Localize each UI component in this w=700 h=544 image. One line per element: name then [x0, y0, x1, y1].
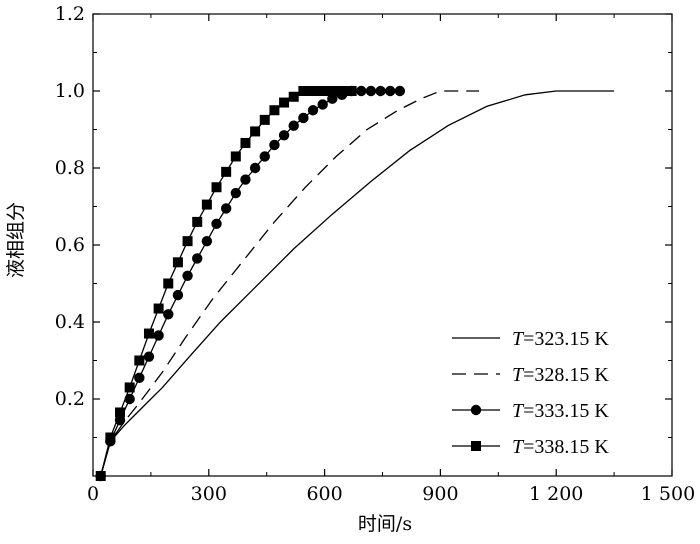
- data-point: [124, 393, 135, 405]
- data-point: [95, 471, 106, 481]
- legend-item: T=328.15 K: [452, 364, 609, 386]
- data-point: [279, 97, 290, 108]
- legend-item: T=323.15 K: [452, 328, 609, 350]
- data-point: [269, 105, 280, 116]
- data-point: [134, 372, 145, 384]
- data-point: [375, 85, 386, 97]
- series-line: [100, 90, 400, 477]
- data-point: [153, 330, 164, 341]
- series-line: [100, 90, 479, 477]
- data-point: [327, 93, 338, 104]
- legend-label: T=338.15 K: [512, 436, 609, 458]
- x-tick-label: 600: [306, 483, 342, 505]
- data-point: [269, 139, 280, 151]
- data-point: [192, 253, 203, 264]
- series-4: [95, 86, 357, 481]
- legend-label: T=323.15 K: [512, 328, 609, 350]
- data-point: [385, 85, 396, 97]
- data-point: [230, 187, 242, 199]
- data-point: [317, 86, 328, 96]
- axis-ticks: 0 300 600 900 1 200 1 500 0.2 0.4 0.6 0.8 1.0 1.2: [55, 3, 695, 505]
- series-layer: [95, 85, 615, 482]
- data-point: [365, 85, 377, 97]
- series-2: [100, 90, 479, 477]
- y-tick-label: 0.6: [55, 234, 85, 256]
- legend-marker: [471, 441, 481, 451]
- y-tick-label: 0.8: [55, 157, 85, 179]
- data-point: [356, 85, 367, 97]
- data-point: [346, 86, 357, 96]
- data-point: [172, 289, 184, 301]
- data-point: [211, 218, 222, 230]
- data-point: [394, 85, 406, 97]
- data-point: [240, 174, 251, 185]
- data-point: [278, 130, 290, 141]
- data-point: [298, 112, 309, 124]
- series-1: [100, 90, 615, 477]
- data-point: [240, 137, 251, 148]
- x-tick-label: 0: [87, 483, 99, 505]
- data-point: [317, 99, 328, 110]
- data-point: [307, 105, 319, 116]
- data-point: [336, 86, 347, 96]
- y-tick-label: 1.0: [55, 80, 85, 102]
- y-tick-label: 0.2: [55, 388, 85, 410]
- data-point: [230, 151, 241, 162]
- data-point: [220, 203, 232, 214]
- y-axis-label: 液相组分: [5, 202, 27, 278]
- x-tick-label: 900: [422, 483, 458, 505]
- x-tick-label: 1 200: [529, 483, 583, 505]
- legend-item: T=333.15 K: [452, 400, 609, 422]
- data-point: [298, 86, 309, 96]
- data-point: [249, 162, 261, 174]
- data-point: [105, 432, 116, 443]
- x-tick-label: 1 500: [641, 483, 695, 505]
- y-tick-label: 1.2: [55, 3, 85, 25]
- data-point: [115, 407, 126, 418]
- data-point: [288, 91, 299, 102]
- data-point: [201, 235, 213, 247]
- legend-label: T=328.15 K: [512, 364, 609, 386]
- x-tick-label: 300: [191, 483, 227, 505]
- data-point: [143, 328, 154, 339]
- legend-label: T=333.15 K: [512, 400, 609, 422]
- legend-marker: [470, 404, 482, 416]
- data-point: [308, 86, 319, 96]
- legend-item: T=338.15 K: [452, 436, 609, 458]
- data-point: [327, 86, 338, 96]
- data-point: [259, 114, 270, 125]
- data-point: [211, 182, 222, 193]
- series-line: [100, 90, 352, 477]
- data-point: [192, 216, 203, 227]
- data-point: [250, 126, 261, 137]
- legend: T=323.15 K T=328.15 K T=333.15 K T=338.15 K: [452, 328, 609, 458]
- data-point: [288, 120, 299, 131]
- x-axis-label: 时间/s: [358, 513, 412, 535]
- data-point: [163, 309, 174, 320]
- data-point: [259, 151, 270, 162]
- data-point: [143, 351, 155, 362]
- data-point: [153, 303, 164, 314]
- data-point: [201, 199, 212, 210]
- data-point: [221, 166, 232, 177]
- data-point: [182, 236, 193, 247]
- data-point: [182, 270, 193, 281]
- data-point: [172, 257, 183, 268]
- series-line: [100, 90, 615, 477]
- data-point: [134, 355, 145, 366]
- data-point: [124, 382, 135, 393]
- y-tick-label: 0.4: [55, 311, 85, 333]
- data-point: [163, 278, 174, 289]
